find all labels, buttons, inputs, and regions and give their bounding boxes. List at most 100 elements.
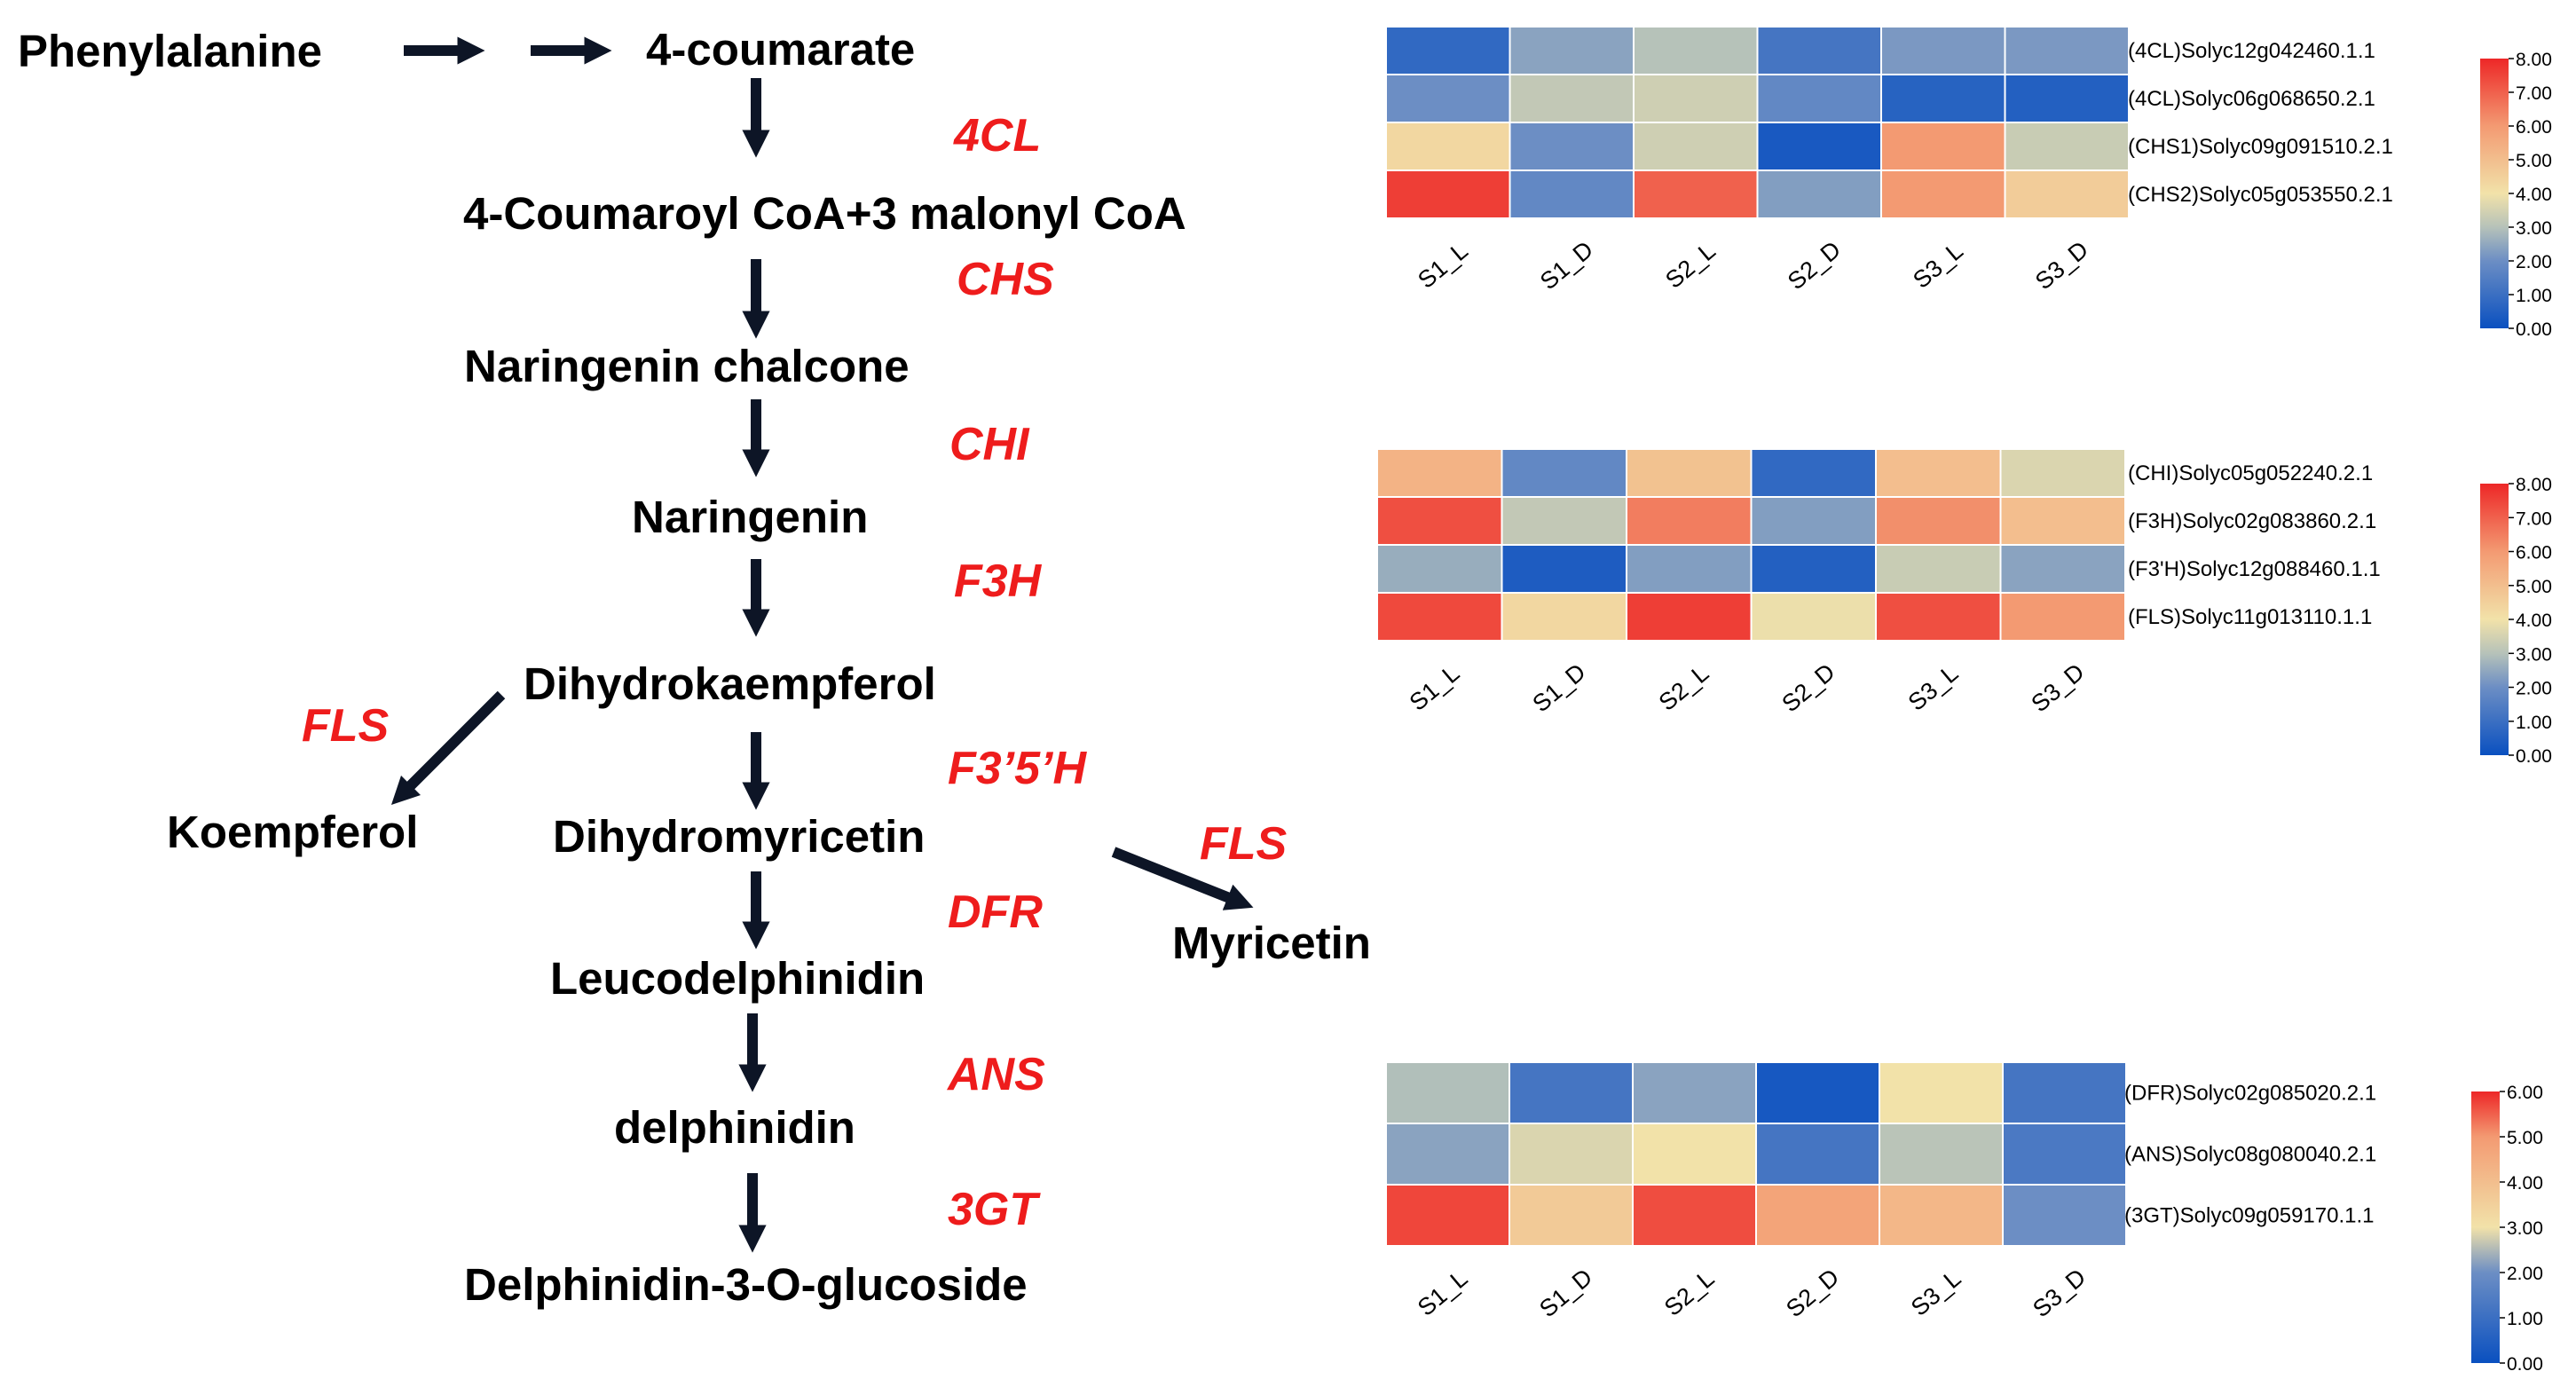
heatmap-cell [1376, 496, 1503, 546]
enzymes: 4CL CHS CHI F3H FLS F3’5’H FLS DFR ANS 3… [302, 110, 1288, 1235]
heatmap-cell [2002, 1123, 2127, 1186]
heatmap-cell [1501, 592, 1627, 642]
heatmap-cell [1509, 74, 1635, 123]
heatmap-cell [2002, 1061, 2127, 1124]
heatmap-cell [1756, 74, 1882, 123]
heatmap-cell [1880, 169, 2006, 219]
compound-dihydrokaempferol: Dihydrokaempferol [524, 658, 936, 709]
pathway-arrows [390, 36, 1254, 1253]
heatmap-cell [1509, 122, 1635, 171]
compound-phenylalanine: Phenylalanine [18, 26, 322, 76]
colorbar-tick-label: 1.00 [2516, 286, 2552, 306]
heatmap-column-label: S2_D [1783, 236, 1846, 295]
heatmap-row-label: (3GT)Solyc09g059170.1.1 [2124, 1204, 2375, 1228]
heatmap-column-label: S2_D [1781, 1264, 1844, 1322]
enzyme-fls-right: FLS [1200, 818, 1288, 870]
heatmap-cell [2004, 74, 2130, 123]
compound-delphinidin-3-o-glucoside: Delphinidin-3-O-glucoside [464, 1259, 1028, 1310]
heatmap-cell [1999, 544, 2126, 594]
compound-4-coumarate: 4-coumarate [646, 24, 915, 75]
enzyme-dfr: DFR [948, 887, 1043, 938]
colorbar-tick-label: 4.00 [2516, 185, 2552, 205]
heatmap-cell [1756, 169, 1882, 219]
heatmap-cell [1509, 26, 1635, 75]
colorbar-tick-label: 8.00 [2516, 475, 2552, 495]
enzyme-3gt: 3GT [948, 1184, 1041, 1235]
enzyme-fls-left: FLS [302, 700, 390, 752]
heatmap-cell [1875, 496, 2002, 546]
heatmap-row-label: (CHS1)Solyc09g091510.2.1 [2128, 135, 2393, 159]
colorbar-tick-label: 6.00 [2516, 117, 2552, 138]
enzyme-ans: ANS [946, 1049, 1045, 1100]
heatmap-row-label: (4CL)Solyc06g068650.2.1 [2128, 87, 2375, 111]
compound-naringenin-chalcone: Naringenin chalcone [464, 341, 910, 391]
colorbar-tick-label: 3.00 [2516, 644, 2552, 665]
heatmap-cell [1880, 26, 2006, 75]
enzyme-4cl: 4CL [953, 110, 1041, 162]
colorbar-tick-label: 7.00 [2516, 83, 2552, 104]
heatmap-row-label: (FLS)Solyc11g013110.1.1 [2128, 605, 2372, 629]
heatmap-cell [1880, 122, 2006, 171]
arrow-fls-left [390, 690, 506, 806]
heatmap-cell [1750, 448, 1877, 498]
heatmap-cell [1756, 122, 1882, 171]
compound-naringenin: Naringenin [632, 492, 868, 542]
heatmap-column-label: S1_L [1413, 237, 1473, 294]
heatmap-cell [1509, 1184, 1634, 1247]
colorbar-tick-label: 5.00 [2507, 1128, 2543, 1148]
colorbar-tick-label: 4.00 [2516, 611, 2552, 631]
heatmap-column-label: S2_L [1659, 1265, 1720, 1321]
colorbar-tick-label: 0.00 [2516, 746, 2552, 767]
heatmap-cell [1633, 122, 1759, 171]
enzyme-chs: CHS [957, 254, 1054, 305]
colorbar-tick-label: 2.00 [2507, 1264, 2543, 1284]
heatmap-column-label: S1_D [1528, 658, 1591, 717]
colorbar-tick-label: 8.00 [2516, 50, 2552, 70]
heatmap-cell [1750, 496, 1877, 546]
heatmap-cell [1632, 1123, 1757, 1186]
heatmap-cell [1879, 1184, 2004, 1247]
heatmap-cell [1509, 1061, 1634, 1124]
colorbar-tick-label: 0.00 [2516, 319, 2552, 340]
heatmap-chi-f3h-fls: (CHI)Solyc05g052240.2.1 (F3H)Solyc02g0838… [1376, 448, 2552, 767]
compound-delphinidin: delphinidin [614, 1102, 855, 1153]
heatmap-cell [1626, 496, 1753, 546]
heatmap-cell [2002, 1184, 2127, 1247]
heatmap-cell [1501, 448, 1627, 498]
heatmap-cell [1385, 1061, 1510, 1124]
heatmap-cell [1626, 592, 1753, 642]
heatmap-cell [1626, 544, 1753, 594]
heatmap-cell [1385, 1123, 1510, 1186]
heatmap-dfr-ans-3gt: (DFR)Solyc02g085020.2.1 (ANS)Solyc08g0800… [1385, 1061, 2543, 1375]
heatmap-cell [1755, 1123, 1880, 1186]
heatmap-row-label: (F3H)Solyc02g083860.2.1 [2128, 509, 2376, 533]
heatmap-cell [1875, 592, 2002, 642]
enzyme-f35h: F3’5’H [948, 743, 1087, 794]
heatmap-row-label: (F3'H)Solyc12g088460.1.1 [2128, 557, 2381, 581]
heatmap-cell [1501, 496, 1627, 546]
heatmap-column-label: S1_L [1413, 1265, 1473, 1321]
heatmap-column-label: S3_D [2030, 236, 2093, 295]
heatmap-cell [1633, 74, 1759, 123]
heatmap-cell [1879, 1061, 2004, 1124]
heatmap-4cl-chs: (4CL)Solyc12g042460.1.1 (4CL)Solyc06g0686… [1385, 26, 2552, 340]
heatmap-cell [1755, 1061, 1880, 1124]
colorbar-tick-label: 2.00 [2516, 679, 2552, 699]
heatmap-cell [2004, 26, 2130, 75]
heatmap-cell [1750, 592, 1877, 642]
colorbar-tick-label: 5.00 [2516, 577, 2552, 597]
heatmap-cell [1633, 169, 1759, 219]
heatmap-cell [1376, 544, 1503, 594]
heatmap-column-label: S1_L [1405, 659, 1465, 716]
heatmap-cell [1509, 1123, 1634, 1186]
heatmap-cell [1385, 26, 1511, 75]
colorbar-tick-label: 1.00 [2516, 713, 2552, 733]
heatmap-cell [1875, 448, 2002, 498]
heatmap-column-label: S2_L [1660, 237, 1721, 294]
heatmap-column-label: S1_D [1534, 1264, 1597, 1322]
colorbar-tick-label: 5.00 [2516, 151, 2552, 171]
colorbar [2471, 1091, 2500, 1363]
enzyme-chi: CHI [949, 419, 1030, 470]
